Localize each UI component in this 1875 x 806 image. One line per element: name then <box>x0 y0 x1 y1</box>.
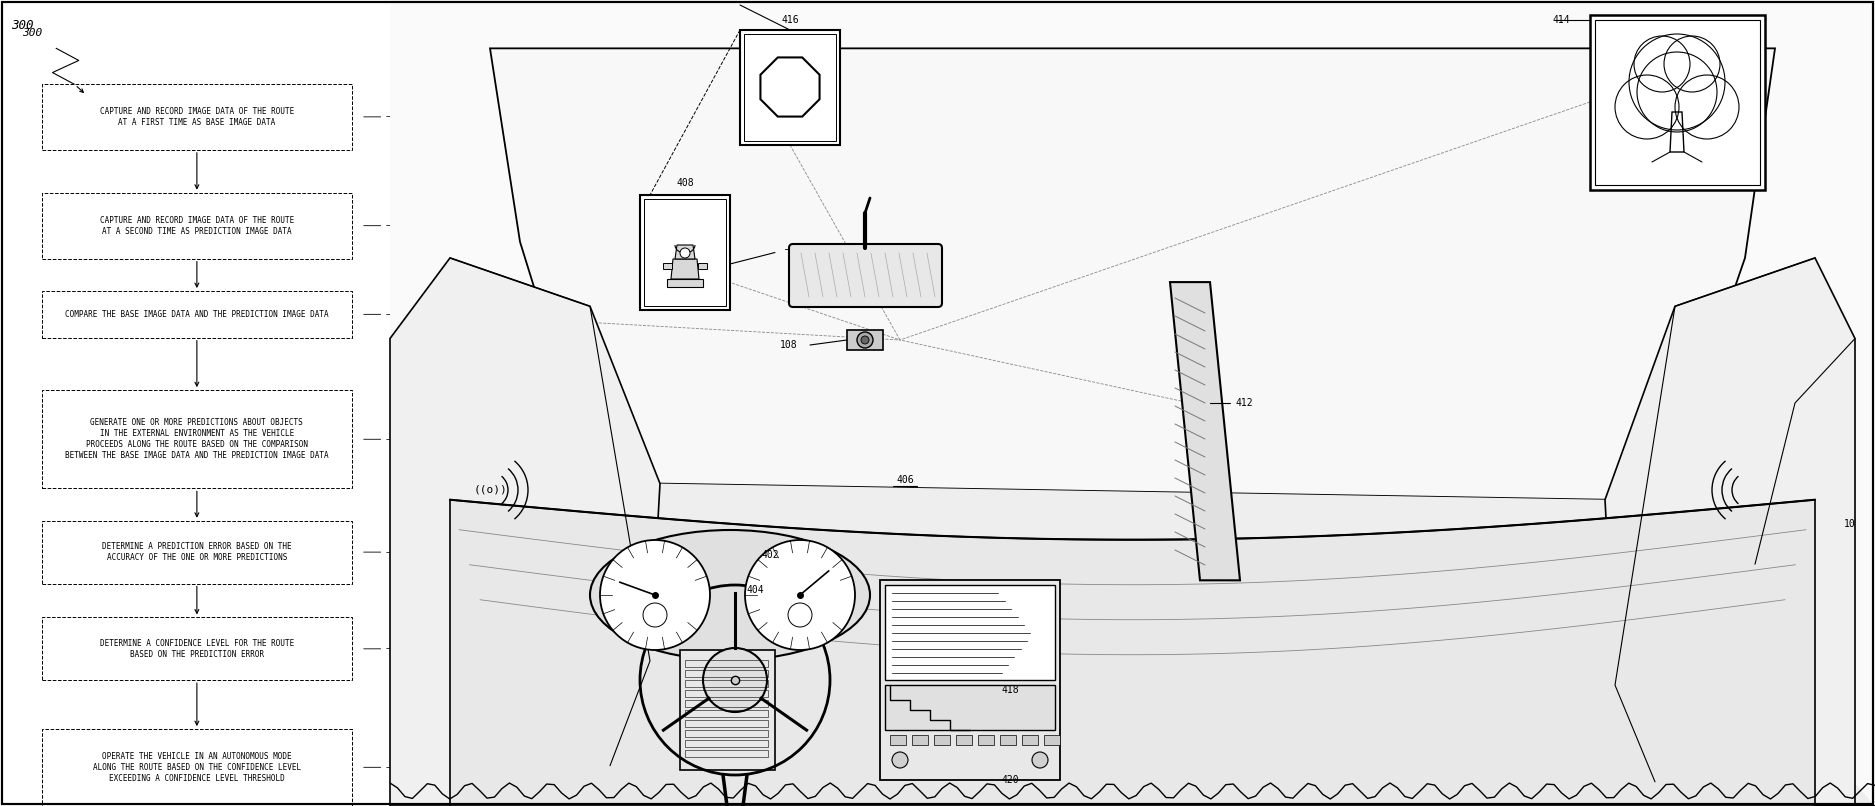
Bar <box>741 30 840 145</box>
Bar <box>1022 735 1039 745</box>
Polygon shape <box>450 500 1875 806</box>
Bar <box>684 740 769 747</box>
Bar <box>1044 735 1059 745</box>
Text: DETERMINE A CONFIDENCE LEVEL FOR THE ROUTE
BASED ON THE PREDICTION ERROR: DETERMINE A CONFIDENCE LEVEL FOR THE ROU… <box>99 639 294 659</box>
Bar <box>390 0 1875 806</box>
Bar <box>41 291 352 338</box>
Text: DETERMINE A PREDICTION ERROR BASED ON THE
ACCURACY OF THE ONE OR MORE PREDICTION: DETERMINE A PREDICTION ERROR BASED ON TH… <box>101 542 292 562</box>
Bar <box>664 263 671 269</box>
Polygon shape <box>1170 282 1239 580</box>
Bar <box>848 330 883 350</box>
Bar <box>684 690 769 697</box>
Bar <box>41 390 352 488</box>
Bar <box>41 617 352 680</box>
Polygon shape <box>489 48 1776 500</box>
Text: 418: 418 <box>1001 685 1018 695</box>
Circle shape <box>643 603 667 627</box>
Circle shape <box>788 603 812 627</box>
Circle shape <box>681 248 690 258</box>
Text: ((o)): ((o)) <box>472 485 506 495</box>
FancyBboxPatch shape <box>789 244 941 307</box>
Text: OPERATE THE VEHICLE IN AN AUTONOMOUS MODE
ALONG THE ROUTE BASED ON THE CONFIDENC: OPERATE THE VEHICLE IN AN AUTONOMOUS MOD… <box>94 752 300 783</box>
Bar <box>891 735 906 745</box>
Text: —314: —314 <box>386 762 411 772</box>
Polygon shape <box>390 258 660 806</box>
Bar <box>684 670 769 677</box>
Circle shape <box>703 648 767 712</box>
Text: STOP: STOP <box>778 82 802 92</box>
Polygon shape <box>390 0 1875 806</box>
Circle shape <box>600 540 711 650</box>
Bar <box>979 735 994 745</box>
Bar <box>956 735 971 745</box>
Bar <box>684 730 769 737</box>
Bar <box>934 735 951 745</box>
Polygon shape <box>671 259 699 279</box>
Bar <box>639 195 729 310</box>
Text: COMPARE THE BASE IMAGE DATA AND THE PREDICTION IMAGE DATA: COMPARE THE BASE IMAGE DATA AND THE PRED… <box>66 310 328 319</box>
Ellipse shape <box>591 530 870 660</box>
Text: 416: 416 <box>782 15 799 25</box>
Text: — 410: — 410 <box>786 244 814 255</box>
Text: 414: 414 <box>1552 15 1569 25</box>
Text: GENERATE ONE OR MORE PREDICTIONS ABOUT OBJECTS
IN THE EXTERNAL ENVIRONMENT AS TH: GENERATE ONE OR MORE PREDICTIONS ABOUT O… <box>66 418 328 460</box>
Polygon shape <box>675 245 696 259</box>
Bar <box>41 84 352 150</box>
Text: 412: 412 <box>1236 398 1252 408</box>
Text: CAPTURE AND RECORD IMAGE DATA OF THE ROUTE
AT A SECOND TIME AS PREDICTION IMAGE : CAPTURE AND RECORD IMAGE DATA OF THE ROU… <box>99 216 294 235</box>
Bar <box>885 685 1056 730</box>
Bar <box>41 193 352 259</box>
Text: —302: —302 <box>386 112 411 122</box>
Bar <box>684 680 769 687</box>
Text: 10: 10 <box>1845 519 1856 529</box>
Circle shape <box>861 336 868 344</box>
Bar <box>1590 15 1764 190</box>
Text: —306: —306 <box>386 310 411 319</box>
Circle shape <box>1031 752 1048 768</box>
Bar <box>643 199 726 306</box>
Bar <box>744 34 836 141</box>
Bar <box>1596 20 1761 185</box>
Text: 402: 402 <box>761 550 778 560</box>
Text: CAPTURE AND RECORD IMAGE DATA OF THE ROUTE
AT A FIRST TIME AS BASE IMAGE DATA: CAPTURE AND RECORD IMAGE DATA OF THE ROU… <box>99 107 294 127</box>
Bar <box>684 660 769 667</box>
Bar <box>41 521 352 584</box>
Bar <box>684 700 769 707</box>
Text: —312: —312 <box>386 644 411 654</box>
Bar <box>879 580 1059 780</box>
Bar <box>684 750 769 757</box>
Text: 108: 108 <box>780 340 797 350</box>
Text: —308: —308 <box>386 434 411 444</box>
Bar <box>911 735 928 745</box>
Bar <box>668 279 703 287</box>
Polygon shape <box>390 484 1875 806</box>
Polygon shape <box>761 57 819 117</box>
Text: 300: 300 <box>11 19 34 32</box>
Circle shape <box>744 540 855 650</box>
Bar <box>684 710 769 717</box>
Bar <box>698 263 707 269</box>
Bar <box>684 720 769 727</box>
Bar <box>885 585 1056 680</box>
Bar <box>41 729 352 806</box>
Text: —304: —304 <box>386 221 411 231</box>
Text: 300: 300 <box>22 28 43 38</box>
Circle shape <box>892 752 908 768</box>
Circle shape <box>857 332 874 348</box>
Bar <box>681 650 774 770</box>
Text: 406: 406 <box>896 475 913 485</box>
Text: 404: 404 <box>746 585 763 595</box>
Bar <box>999 735 1016 745</box>
Text: —310: —310 <box>386 547 411 557</box>
Text: 408: 408 <box>677 178 694 188</box>
Polygon shape <box>1605 258 1854 806</box>
Text: 420: 420 <box>1001 775 1018 785</box>
